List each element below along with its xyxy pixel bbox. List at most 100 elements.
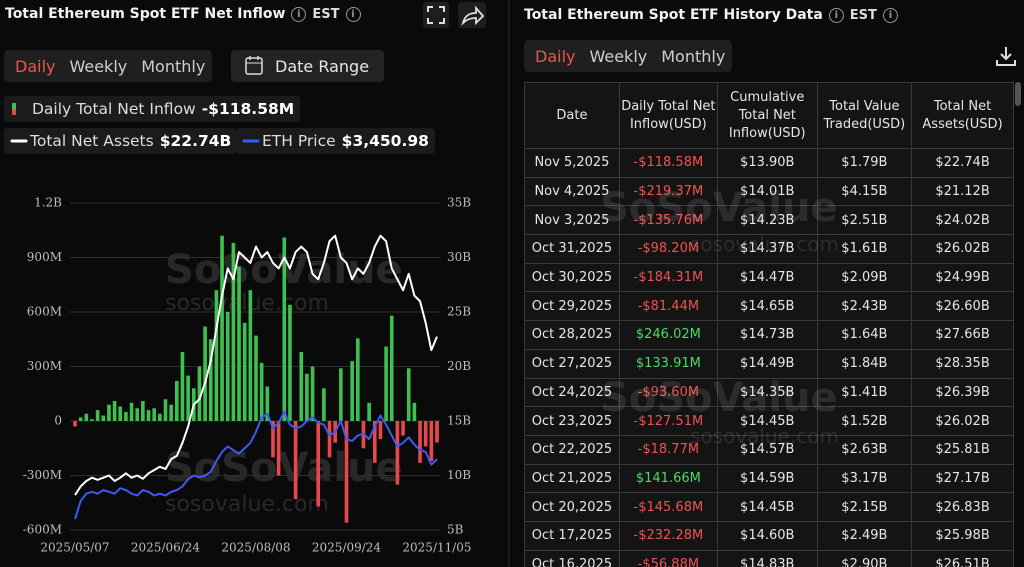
table-cell: $2.43B	[816, 291, 913, 322]
bar	[299, 351, 304, 421]
bar	[384, 346, 388, 421]
tab[interactable]: Monthly	[141, 56, 206, 76]
table-cell: $27.66B	[911, 320, 1014, 350]
divider	[508, 0, 510, 567]
legend-value: $3,450.98	[341, 132, 429, 150]
info-icon[interactable]: i	[291, 6, 307, 22]
timezone: EST	[312, 7, 340, 22]
download-icon[interactable]	[994, 44, 1018, 68]
bar	[90, 419, 94, 421]
table-cell: Oct 20,2025	[524, 492, 620, 522]
column-header: Total Net Assets(USD)	[911, 82, 1014, 149]
bar	[220, 235, 224, 421]
table-cell: $1.52B	[816, 406, 913, 436]
table-row: Nov 5,2025 -$118.58M $13.90B $1.79B $22.74B	[524, 148, 1014, 178]
table-cell: $22.74B	[911, 148, 1014, 178]
bar	[197, 366, 202, 421]
table-row: Oct 27,2025 $133.91M $14.49B $1.84B $28.35B	[524, 348, 1014, 379]
table-cell: -$118.58M	[618, 148, 718, 178]
tab[interactable]: Weekly	[69, 56, 128, 76]
table-cell: $26.51B	[911, 549, 1014, 567]
tab[interactable]: Weekly	[589, 46, 648, 66]
history-table: Date Daily Total Net Inflow(USD) Cumulativ…	[524, 82, 1014, 567]
tab[interactable]: Monthly	[661, 46, 726, 66]
bar	[180, 351, 185, 421]
table-row: Oct 20,2025 -$145.68M $14.45B $2.15B $26.83B	[524, 492, 1014, 522]
y-tick-label: 600M	[27, 305, 62, 319]
bar	[372, 421, 377, 463]
legend-item[interactable]: Total Net Assets $22.74B	[4, 128, 238, 154]
bar	[242, 322, 247, 421]
y2-tick-label: 5B	[447, 523, 464, 537]
bar	[435, 421, 439, 443]
bar	[418, 421, 422, 463]
date-range-button[interactable]: Date Range	[231, 50, 384, 82]
table-cell: Nov 4,2025	[524, 176, 620, 207]
column-header: Cumulative Total Net Inflow(USD)	[716, 82, 818, 149]
table-cell: $14.73B	[716, 320, 818, 350]
chart: SoSoValue sosovalue.com SoSoValue sosova…	[23, 196, 472, 555]
y-tick-label: 900M	[27, 250, 62, 264]
fullscreen-icon[interactable]	[423, 2, 449, 28]
table-cell: -$184.31M	[618, 262, 718, 293]
line	[74, 410, 438, 520]
table-cell: $2.51B	[816, 205, 913, 236]
bar	[225, 312, 230, 421]
table-cell: Oct 30,2025	[524, 262, 620, 293]
legend-item[interactable]: Daily Total Net Inflow -$118.58M	[4, 96, 301, 122]
y-tick-label: 1.2B	[34, 196, 62, 210]
share-icon[interactable]	[458, 2, 486, 28]
info-icon[interactable]: i	[345, 6, 361, 22]
bar	[84, 413, 89, 421]
tab[interactable]: Daily	[15, 56, 56, 76]
table-cell: -$127.51M	[618, 406, 718, 436]
legend-icon	[12, 103, 16, 115]
y-tick-label: -600M	[23, 523, 62, 537]
bar	[350, 361, 354, 421]
tab[interactable]: Daily	[535, 46, 576, 66]
bar	[395, 421, 400, 485]
table-header-row: Date Daily Total Net Inflow(USD) Cumulativ…	[524, 82, 1014, 149]
bar	[322, 388, 326, 421]
table-cell: -$219.37M	[618, 176, 718, 207]
table-cell: $2.63B	[816, 434, 913, 465]
table-cell: -$98.20M	[618, 234, 718, 264]
legend-value: $22.74B	[159, 132, 232, 150]
table-cell: Oct 24,2025	[524, 377, 620, 408]
table-cell: $2.90B	[816, 549, 913, 567]
period-tabs: Daily Weekly Monthly	[524, 40, 732, 72]
info-icon[interactable]: i	[882, 7, 898, 23]
bar	[175, 381, 179, 421]
legend-label: Daily Total Net Inflow	[32, 100, 196, 118]
info-icon[interactable]: i	[828, 7, 844, 23]
watermark: sosovalue.com	[165, 492, 329, 517]
bar	[288, 304, 292, 421]
table-cell: $21.12B	[911, 176, 1014, 207]
x-tick-label: 2025/09/24	[312, 541, 382, 555]
bar	[146, 410, 151, 421]
bar	[293, 421, 298, 500]
table-cell: $14.45B	[716, 406, 818, 436]
table-cell: $14.37B	[716, 234, 818, 264]
table-row: Oct 28,2025 $246.02M $14.73B $1.64B $27.66B	[524, 320, 1014, 350]
bar	[107, 404, 111, 421]
legend-item[interactable]: ETH Price $3,450.98	[236, 128, 435, 154]
bar	[135, 408, 140, 421]
header: Total Ethereum Spot ETF Net Inflow i EST i	[5, 6, 367, 22]
table-cell: -$93.60M	[618, 377, 718, 408]
y2-tick-label: 10B	[447, 468, 471, 482]
table-cell: -$56.88M	[618, 549, 718, 567]
scrollbar[interactable]	[1015, 82, 1021, 106]
y2-tick-label: 15B	[447, 414, 471, 428]
bar	[169, 404, 173, 421]
bar	[141, 401, 145, 421]
table-cell: -$18.77M	[618, 434, 718, 465]
bar	[367, 402, 371, 421]
period-tabs: Daily Weekly Monthly	[4, 50, 212, 82]
table-cell: $14.57B	[716, 434, 818, 465]
watermark: SoSoValue	[165, 445, 403, 491]
y2-tick-label: 30B	[447, 250, 471, 264]
column-header: Total Value Traded(USD)	[816, 82, 913, 149]
bar	[401, 421, 405, 436]
table-row: Oct 22,2025 -$18.77M $14.57B $2.63B $25.81B	[524, 434, 1014, 465]
